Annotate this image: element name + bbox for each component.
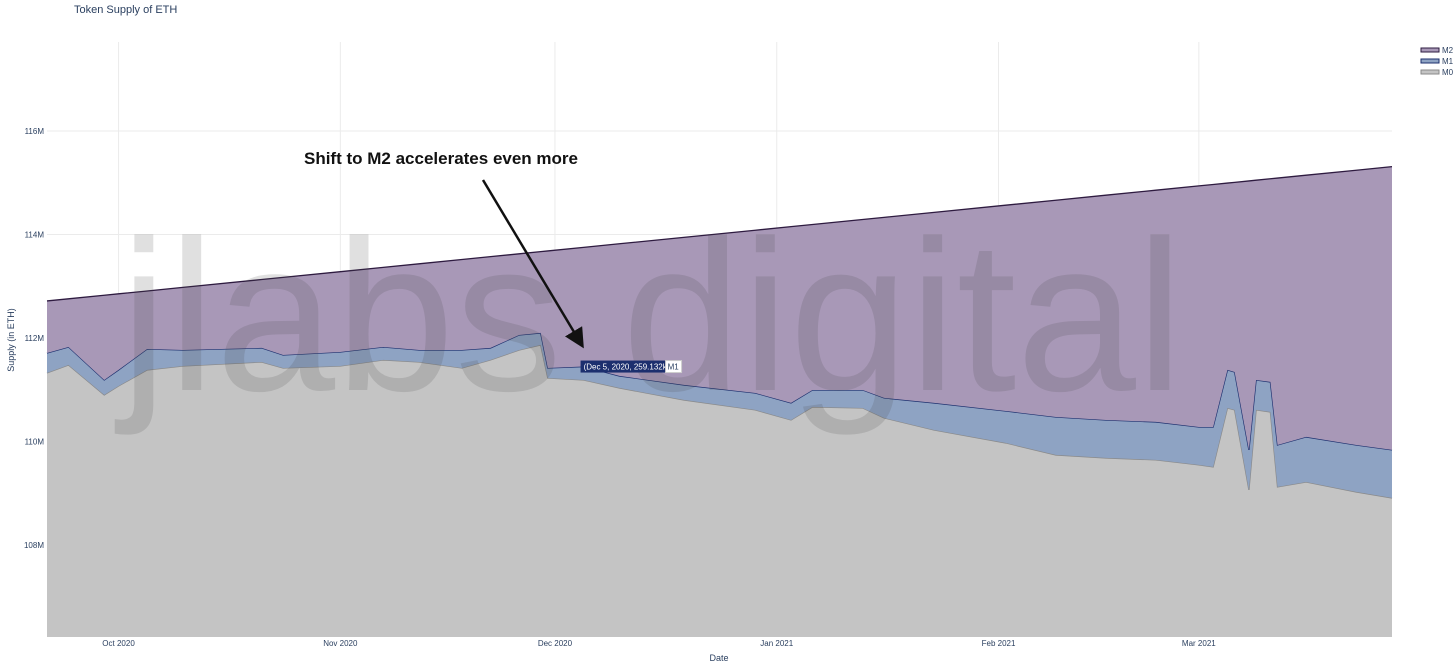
legend-swatch [1420, 47, 1440, 53]
x-tick-label: Mar 2021 [1182, 639, 1216, 648]
legend-label: M1 [1442, 57, 1454, 66]
x-tick-label: Jan 2021 [760, 639, 793, 648]
y-axis-label: Supply (in ETH) [6, 308, 16, 372]
x-tick-label: Dec 2020 [538, 639, 573, 648]
x-tick-label: Oct 2020 [102, 639, 135, 648]
tooltip-series-box [665, 360, 683, 374]
tooltip-text: (Dec 5, 2020, 259.132k) [584, 363, 670, 372]
area [47, 166, 1392, 450]
watermark: jlabs digital [114, 195, 1184, 436]
legend-swatch [1420, 58, 1440, 64]
chart-title: Token Supply of ETH [74, 4, 177, 16]
legend-label: M0 [1442, 68, 1454, 77]
y-tick-label: 116M [25, 127, 45, 136]
x-tick-label: Nov 2020 [323, 639, 358, 648]
legend: M2 M1 M0 [1420, 46, 1454, 77]
annotation: Shift to M2 accelerates even more [304, 149, 578, 168]
x-axis-label: Date [709, 653, 728, 663]
area [47, 344, 1392, 637]
legend-swatch [1420, 69, 1440, 75]
ticks: 108M 110M 112M 114M 116M Oct 2020 Nov 2020 Dec … [24, 127, 1216, 648]
y-tick-label: 112M [25, 334, 45, 343]
areas [46, 165, 1393, 637]
tooltip-series: M1 [668, 363, 680, 372]
x-tick-label: Feb 2021 [982, 639, 1016, 648]
y-tick-label: 108M [24, 541, 44, 550]
annotation-arrow [481, 179, 584, 349]
legend-label: M2 [1442, 46, 1454, 55]
tooltip: (Dec 5, 2020, 259.132k)M1 [580, 360, 683, 374]
tooltip-box [580, 360, 679, 373]
y-tick-label: 114M [25, 230, 45, 239]
area-line [46, 165, 1393, 302]
y-tick-label: 110M [25, 437, 45, 446]
